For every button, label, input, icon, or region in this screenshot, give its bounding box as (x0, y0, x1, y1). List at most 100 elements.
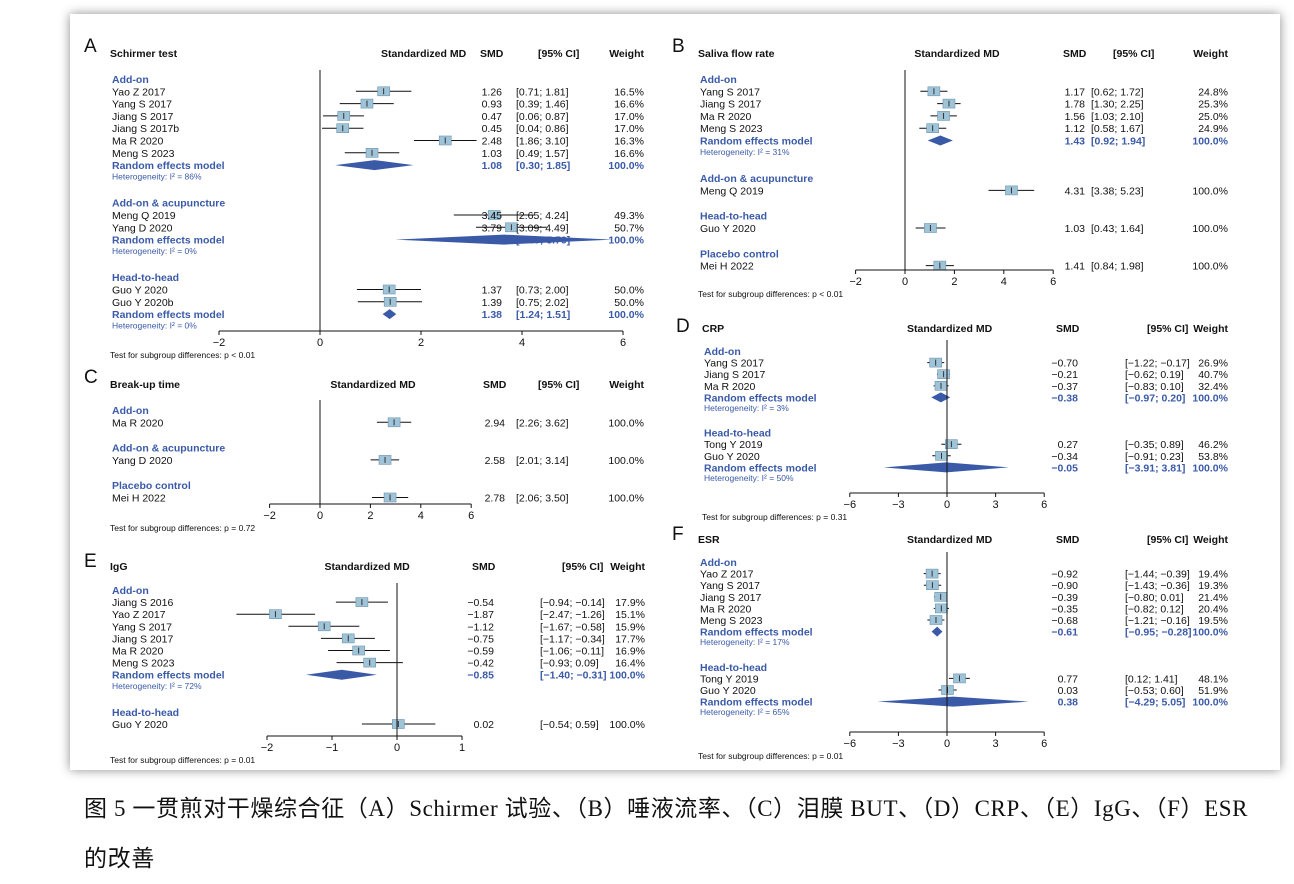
weight-value: 17.7% (615, 633, 645, 645)
weight-value: 100.0% (1192, 261, 1228, 273)
smd-value: −0.70 (1051, 358, 1078, 370)
header-weight: Weight (1193, 48, 1228, 60)
ci-value: [−1.22; −0.17] (1125, 358, 1190, 370)
weight-value: 17.9% (615, 597, 645, 609)
header-effect: Standardized MD (325, 561, 411, 573)
smd-value: −0.42 (467, 658, 494, 670)
subgroup-label: Add-on (112, 405, 149, 417)
subgroup-label: Head-to-head (700, 662, 767, 674)
ci-value: [1.30; 2.25] (1091, 99, 1144, 111)
ci-value: [−0.54; 0.59] (540, 719, 599, 731)
header-ci: [95% CI] (562, 561, 603, 573)
panel-title: CRP (702, 323, 724, 335)
smd-value: 1.03 (1065, 223, 1086, 235)
subgroup-label: Add-on (700, 74, 737, 86)
header-smd: SMD (1056, 323, 1080, 335)
weight-value: 19.3% (1198, 580, 1228, 592)
ci-value: [−0.93; 0.09] (540, 658, 599, 670)
ci-value: [2.26; 3.62] (516, 417, 569, 429)
header-effect: Standardized MD (914, 48, 1000, 60)
pooled-ci: [−0.95; −0.28] (1125, 627, 1192, 639)
x-tick-label: 3 (993, 738, 999, 750)
heterogeneity: Heterogeneity: I² = 50% (704, 473, 794, 483)
pooled-label: Random effects model (112, 235, 225, 247)
smd-value: 1.12 (1065, 123, 1086, 135)
pooled-diamond (883, 462, 1009, 473)
weight-value: 19.5% (1198, 615, 1228, 627)
study-label: Ma R 2020 (704, 381, 756, 393)
study-label: Yao Z 2017 (700, 569, 754, 581)
study-label: Jiang S 2017 (704, 369, 765, 381)
smd-value: 0.02 (474, 719, 495, 731)
header-effect: Standardized MD (907, 323, 993, 335)
smd-value: 2.48 (482, 136, 503, 148)
pooled-ci: [−1.40; −0.31] (540, 670, 607, 682)
study-label: Yang S 2017 (112, 621, 172, 633)
header-ci: [95% CI] (538, 379, 579, 391)
weight-value: 16.5% (614, 86, 644, 98)
header-effect: Standardized MD (907, 534, 993, 546)
study-label: Jiang S 2017b (112, 123, 179, 135)
weight-value: 46.2% (1198, 439, 1228, 451)
x-tick-label: 6 (1050, 276, 1056, 288)
header-smd: SMD (1063, 48, 1087, 60)
subgroup-label: Head-to-head (700, 211, 767, 223)
study-label: Meng Q 2019 (112, 210, 176, 222)
subgroup-test-label: Test for subgroup differences: p = 0.01 (110, 755, 255, 765)
pooled-ci: [−3.91; 3.81] (1125, 462, 1185, 474)
x-tick-label: −2 (849, 276, 862, 288)
weight-value: 16.6% (614, 99, 644, 111)
smd-value: 0.27 (1058, 439, 1079, 451)
study-label: Yao Z 2017 (112, 86, 166, 98)
study-label: Meng S 2023 (700, 123, 763, 135)
pooled-diamond (931, 626, 943, 637)
pooled-smd: 1.38 (482, 309, 503, 321)
pooled-label: Random effects model (700, 697, 813, 709)
study-label: Jiang S 2017 (700, 99, 761, 111)
x-tick-label: −6 (844, 499, 857, 511)
subgroup-label: Add-on (112, 74, 149, 86)
ci-value: [0.84; 1.98] (1091, 261, 1144, 273)
study-label: Guo Y 2020 (704, 451, 760, 463)
weight-value: 100.0% (1192, 223, 1228, 235)
smd-value: 2.94 (485, 417, 506, 429)
header-smd: SMD (472, 561, 496, 573)
ci-value: [0.39; 1.46] (516, 99, 569, 111)
header-ci: [95% CI] (1147, 534, 1188, 546)
smd-value: −0.35 (1051, 603, 1078, 615)
pooled-diamond (877, 696, 1029, 707)
ci-value: [−1.06; −0.11] (540, 646, 604, 658)
weight-value: 100.0% (609, 719, 645, 731)
heterogeneity: Heterogeneity: I² = 3% (704, 403, 789, 413)
x-tick-label: 2 (367, 510, 373, 522)
pooled-weight: 100.0% (608, 309, 644, 321)
study-label: Mei H 2022 (700, 261, 754, 273)
x-tick-label: 6 (468, 510, 474, 522)
study-label: Jiang S 2017 (700, 592, 761, 604)
pooled-label: Random effects model (112, 309, 225, 321)
smd-value: −0.37 (1051, 381, 1078, 393)
pooled-ci: [−0.97; 0.20] (1125, 392, 1185, 404)
subgroup-label: Add-on & acupuncture (112, 198, 225, 210)
weight-value: 100.0% (608, 455, 644, 467)
smd-value: −1.12 (467, 621, 494, 633)
x-tick-label: −2 (213, 337, 226, 349)
panel-title: Saliva flow rate (698, 48, 775, 60)
subgroup-test-label: Test for subgroup differences: p < 0.01 (110, 350, 255, 360)
weight-value: 19.4% (1198, 569, 1228, 581)
weight-value: 17.0% (614, 111, 644, 123)
smd-value: 0.45 (482, 123, 503, 135)
weight-value: 20.4% (1198, 603, 1228, 615)
smd-value: −0.39 (1051, 592, 1078, 604)
pooled-label: Random effects model (112, 160, 225, 172)
x-tick-label: 6 (620, 337, 626, 349)
weight-value: 48.1% (1198, 673, 1228, 685)
header-ci: [95% CI] (538, 48, 579, 60)
study-label: Jiang S 2016 (112, 597, 173, 609)
panel-title: Break-up time (110, 379, 180, 391)
ci-value: [−2.47; −1.26] (540, 609, 605, 621)
smd-value: 0.77 (1058, 673, 1079, 685)
subgroup-label: Add-on & acupuncture (112, 443, 225, 455)
study-label: Yang D 2020 (112, 222, 173, 234)
header-effect: Standardized MD (381, 48, 467, 60)
